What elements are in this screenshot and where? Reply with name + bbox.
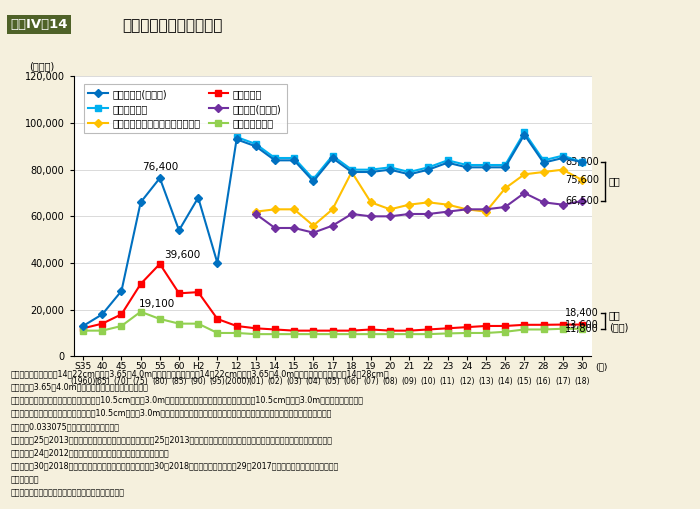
- Text: 76,400: 76,400: [141, 162, 178, 172]
- Text: 75,600: 75,600: [565, 175, 599, 185]
- Text: 素材
(丸太): 素材 (丸太): [609, 310, 628, 332]
- Text: 13,600: 13,600: [566, 320, 599, 329]
- Text: 資料：農林水産省「木材需給報告書」、「木材価格」: 資料：農林水産省「木材需給報告書」、「木材価格」: [10, 488, 125, 497]
- Text: (年): (年): [595, 362, 608, 371]
- Text: (11): (11): [440, 377, 456, 386]
- Text: 注１：スギ中丸太（径14〜22cm、長さ3.65〜4.0m）、ヒノキ中丸太（径14〜22cm、長さ3.65〜4.0m）、カラマツ中丸太（径14〜28cm、: 注１：スギ中丸太（径14〜22cm、長さ3.65〜4.0m）、ヒノキ中丸太（径1…: [10, 369, 389, 378]
- Text: (10): (10): [421, 377, 436, 386]
- Text: (05): (05): [325, 377, 340, 386]
- Text: (02): (02): [267, 377, 283, 386]
- Text: (13): (13): [478, 377, 493, 386]
- Text: (95): (95): [209, 377, 225, 386]
- Text: (80): (80): [152, 377, 167, 386]
- Text: ２：「スギ正角（乾燥材）」（厚さ・幅10.5cm、長さ3.0m）、「ヒノキ正角（乾燥材）」（厚さ・幅10.5cm、長さ3.0m）、「ホワイトウッ: ２：「スギ正角（乾燥材）」（厚さ・幅10.5cm、長さ3.0m）、「ヒノキ正角（…: [10, 395, 363, 405]
- Text: (17): (17): [555, 377, 570, 386]
- Text: 39,600: 39,600: [164, 250, 200, 261]
- Text: 11,800: 11,800: [566, 324, 599, 334]
- Text: 我が国の木材価格の推移: 我が国の木材価格の推移: [122, 18, 223, 33]
- Text: (18): (18): [574, 377, 589, 386]
- Text: (01): (01): [248, 377, 264, 386]
- Text: 66,500: 66,500: [566, 196, 599, 206]
- Text: ない。: ない。: [10, 475, 39, 484]
- Text: 製品: 製品: [609, 177, 620, 187]
- Text: ド集成管柱（１等）」（厚さ・幅10.5cm、長さ3.0m）はそれぞれ１㎥当たりの価格。「ホワイトウッド集成管柱（１等）」は、１本: ド集成管柱（１等）」（厚さ・幅10.5cm、長さ3.0m）はそれぞれ１㎥当たりの…: [10, 409, 332, 418]
- Text: 平成24（2012）年までのデータと必ずしも連続していない。: 平成24（2012）年までのデータと必ずしも連続していない。: [10, 448, 169, 458]
- Text: 長さ3.65〜4.0m）のそれぞれ１㎥当たりの価格。: 長さ3.65〜4.0m）のそれぞれ１㎥当たりの価格。: [10, 382, 148, 391]
- Text: (07): (07): [363, 377, 379, 386]
- Text: (06): (06): [344, 377, 360, 386]
- Text: (09): (09): [401, 377, 417, 386]
- Text: (2000): (2000): [224, 377, 249, 386]
- Text: (04): (04): [305, 377, 321, 386]
- Text: (65): (65): [94, 377, 110, 386]
- Text: (03): (03): [286, 377, 302, 386]
- Text: 19,100: 19,100: [139, 299, 175, 309]
- Text: (1960): (1960): [71, 377, 96, 386]
- Text: (85): (85): [172, 377, 187, 386]
- Legend: ヒノキ正角(乾燥材), ヒノキ中丸太, ホワイトウッド集成管柱（１等）, スギ中丸太, スギ正角(乾燥材), カラマツ中丸太: ヒノキ正角(乾燥材), ヒノキ中丸太, ホワイトウッド集成管柱（１等）, スギ中…: [83, 84, 286, 133]
- Text: を0.033075㎥に換算して算出した。: を0.033075㎥に換算して算出した。: [10, 422, 120, 431]
- Text: 83,300: 83,300: [566, 157, 599, 167]
- Text: (16): (16): [536, 377, 552, 386]
- Text: (円／㎥): (円／㎥): [29, 61, 55, 71]
- Text: (12): (12): [459, 377, 475, 386]
- Text: 資料IV－14: 資料IV－14: [10, 18, 68, 31]
- Text: ３：平成25（2013）年の調査対象等の見直しにより、平成25（2013）年以降の「スギ正角（乾燥材）」、「スギ中丸太」のデータは、: ３：平成25（2013）年の調査対象等の見直しにより、平成25（2013）年以降…: [10, 435, 332, 444]
- Text: (14): (14): [498, 377, 513, 386]
- Text: ４：平成30（2018）年の調査対象等の見直しにより、平成30（2018）年のデータは、平成29（2017）年までのデータと連続してい: ４：平成30（2018）年の調査対象等の見直しにより、平成30（2018）年のデ…: [10, 462, 339, 471]
- Text: (70): (70): [113, 377, 130, 386]
- Text: (08): (08): [382, 377, 398, 386]
- Text: (75): (75): [133, 377, 148, 386]
- Text: (90): (90): [190, 377, 206, 386]
- Text: 18,400: 18,400: [566, 308, 599, 318]
- Text: (15): (15): [517, 377, 532, 386]
